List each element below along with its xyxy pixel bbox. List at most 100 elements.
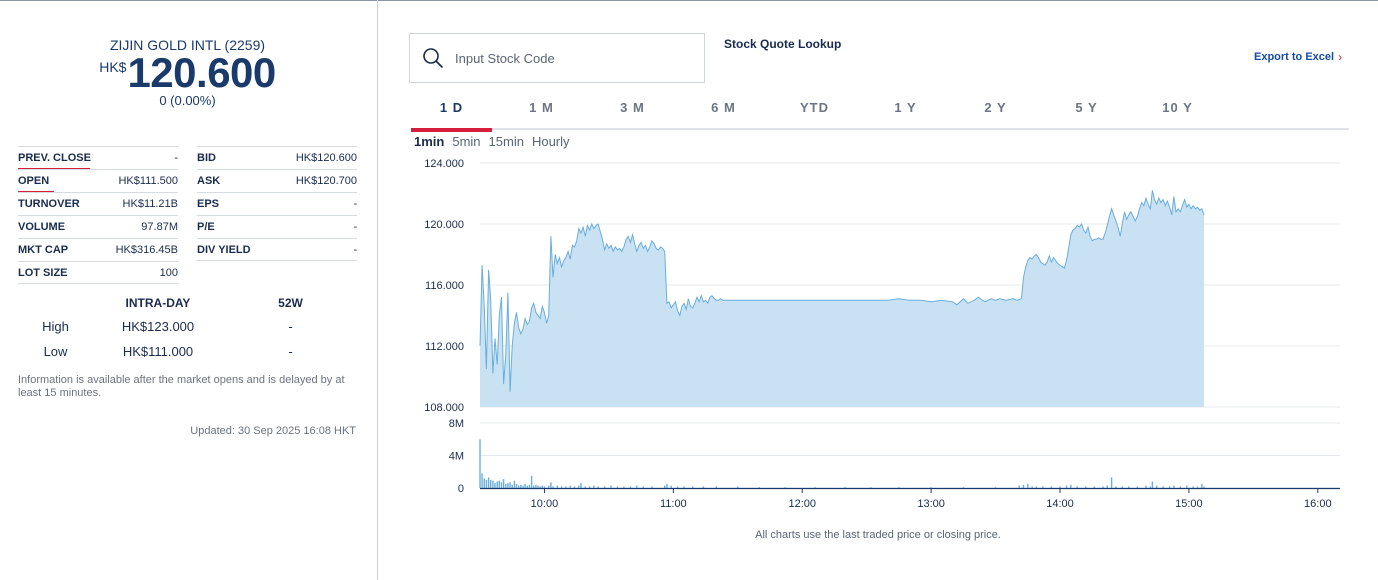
volume-bar xyxy=(565,486,567,488)
volume-bar xyxy=(962,487,965,488)
quote-label: MKT CAP xyxy=(18,244,69,256)
quote-row-prev-close: PREV. CLOSE - xyxy=(18,146,178,170)
quote-value: HK$11.21B xyxy=(122,198,178,210)
quote-row-mkt-cap: MKT CAP HK$316.45B xyxy=(18,238,178,261)
quote-row-pe: P/E - xyxy=(197,215,357,238)
volume-bar xyxy=(535,484,537,489)
quote-label: BID xyxy=(197,152,216,164)
price-tick-label: 120.000 xyxy=(424,219,464,231)
x-tick-label: 12:00 xyxy=(788,498,816,510)
tab-6m[interactable]: 6 M xyxy=(711,100,736,115)
delay-note: Information is available after the marke… xyxy=(18,374,345,399)
volume-bar xyxy=(1050,486,1053,488)
tab-1m[interactable]: 1 M xyxy=(529,100,554,115)
volume-bar xyxy=(1162,486,1164,488)
quote-label: EPS xyxy=(197,198,220,210)
quote-value: - xyxy=(353,243,357,256)
price-range-table: INTRA-DAY 52W High HK$123.000 - Low HK$1… xyxy=(18,296,358,364)
price-tick-label: 108.000 xyxy=(424,402,464,414)
volume-bar xyxy=(715,486,717,488)
export-label[interactable]: Export to Excel xyxy=(1254,51,1335,63)
volume-tick-label: 0 xyxy=(458,483,464,495)
volume-bar xyxy=(498,480,500,488)
volume-bar xyxy=(642,486,644,488)
volume-bar xyxy=(597,486,599,488)
chart-footnote: All charts use the last traded price or … xyxy=(755,529,1001,541)
quote-table-left: PREV. CLOSE - OPEN HK$111.500 TURNOVER HK$1… xyxy=(18,146,178,284)
volume-bar xyxy=(569,485,571,488)
volume-bar xyxy=(526,485,528,488)
volume-bar xyxy=(636,485,638,488)
tab-1d[interactable]: 1 D xyxy=(411,100,492,132)
volume-bar xyxy=(844,487,846,488)
interval-5min[interactable]: 5min xyxy=(452,134,481,149)
volume-bar xyxy=(1192,486,1194,488)
interval-15min[interactable]: 15min xyxy=(488,134,524,149)
volume-bar xyxy=(1076,486,1078,488)
volume-bar xyxy=(1085,486,1087,488)
volume-bar xyxy=(550,482,552,488)
search-icon[interactable] xyxy=(421,46,445,70)
volume-bar xyxy=(500,482,503,488)
volume-bar xyxy=(533,485,535,488)
volume-bar xyxy=(664,485,666,488)
volume-bar xyxy=(758,487,760,488)
interval-hourly[interactable]: Hourly xyxy=(531,134,570,149)
quote-label: LOT SIZE xyxy=(18,266,68,279)
volume-bar xyxy=(492,480,494,488)
volume-bar xyxy=(543,486,546,488)
range-row-high: High HK$123.000 - xyxy=(18,314,358,339)
quote-row-div-yield: DIV YIELD - xyxy=(197,238,357,261)
tab-10y[interactable]: 10 Y xyxy=(1162,100,1193,115)
price-line xyxy=(479,190,1205,392)
x-tick-label: 10:00 xyxy=(531,498,559,510)
period-tabs: 1 D 1 M 3 M 6 M YTD 1 Y 2 Y 5 Y 10 Y xyxy=(411,92,1349,132)
tab-3m[interactable]: 3 M xyxy=(620,100,645,115)
x-tick-label: 13:00 xyxy=(917,498,945,510)
price-currency: HK$ xyxy=(99,59,127,75)
export-to-excel-link[interactable]: Export to Excel › xyxy=(1254,50,1342,64)
x-tick-label: 16:00 xyxy=(1304,498,1332,510)
volume-bar xyxy=(487,477,490,488)
volume-bar xyxy=(1156,485,1158,488)
volume-bar xyxy=(666,483,668,488)
volume-bar xyxy=(610,485,612,488)
volume-bar xyxy=(1186,485,1188,488)
price-volume-chart[interactable]: 124.000 120.000 116.000 112.000 108.000 8M 4M 0… xyxy=(410,150,1350,520)
volume-bar xyxy=(539,486,541,488)
volume-bar xyxy=(588,486,591,488)
price-area-fill xyxy=(480,190,1204,407)
tab-5y[interactable]: 5 Y xyxy=(1075,100,1098,115)
stock-quote-lookup-link[interactable]: Stock Quote Lookup xyxy=(724,37,842,51)
price-tick-label: 124.000 xyxy=(424,158,464,170)
tab-2y[interactable]: 2 Y xyxy=(984,100,1007,115)
interval-1min[interactable]: 1min xyxy=(414,134,445,149)
range-header-52w: 52W xyxy=(278,296,303,310)
quote-summary-panel: ZIJIN GOLD INTL (2259) HK$120.600 0 (0.0… xyxy=(0,0,377,580)
quote-label: OPEN xyxy=(18,175,50,187)
volume-bar xyxy=(651,486,653,488)
volume-bar xyxy=(560,486,563,488)
volume-bar xyxy=(556,485,558,488)
volume-bar xyxy=(515,483,518,488)
x-tick-label: 15:00 xyxy=(1175,498,1203,510)
tab-ytd[interactable]: YTD xyxy=(800,100,829,115)
volume-bar xyxy=(670,485,672,488)
stock-search-box[interactable] xyxy=(409,33,705,83)
tab-1y[interactable]: 1 Y xyxy=(894,100,917,115)
volume-bar xyxy=(578,485,580,488)
volume-bar xyxy=(490,479,492,488)
volume-bar xyxy=(1042,486,1044,488)
quote-row-open: OPEN HK$111.500 xyxy=(18,169,178,193)
volume-bar xyxy=(1121,486,1123,488)
stock-code-input[interactable] xyxy=(455,50,675,66)
volume-bar xyxy=(520,484,522,489)
quote-row-eps: EPS - xyxy=(197,192,357,215)
volume-bar xyxy=(1031,486,1033,488)
volume-bar xyxy=(870,487,872,488)
volume-bar xyxy=(814,487,816,488)
volume-bar xyxy=(485,479,488,488)
volume-tick-label: 4M xyxy=(449,451,464,463)
quote-table-right: BID HK$120.600 ASK HK$120.700 EPS - P/E - DI… xyxy=(197,146,357,261)
volume-bar xyxy=(1027,483,1029,488)
